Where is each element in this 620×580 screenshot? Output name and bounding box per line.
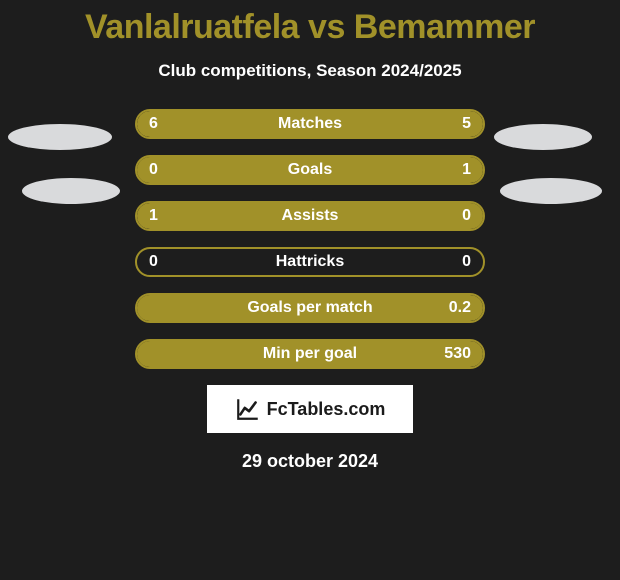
stat-row: 65Matches (135, 109, 485, 139)
subtitle: Club competitions, Season 2024/2025 (0, 61, 620, 81)
logo-text: FcTables.com (267, 399, 386, 420)
stat-label: Hattricks (135, 247, 485, 277)
stat-label: Min per goal (135, 339, 485, 369)
stat-label: Assists (135, 201, 485, 231)
player-ellipse-left-1 (8, 124, 112, 150)
stat-row: 01Goals (135, 155, 485, 185)
stat-label: Matches (135, 109, 485, 139)
date-text: 29 october 2024 (0, 451, 620, 472)
player-ellipse-right-2 (500, 178, 602, 204)
chart-icon (235, 396, 261, 422)
stat-label: Goals (135, 155, 485, 185)
player-ellipse-right-1 (494, 124, 592, 150)
stat-row: 0.2Goals per match (135, 293, 485, 323)
stat-row: 00Hattricks (135, 247, 485, 277)
comparison-infographic: Vanlalruatfela vs Bemammer Club competit… (0, 0, 620, 580)
stat-label: Goals per match (135, 293, 485, 323)
stat-row: 530Min per goal (135, 339, 485, 369)
player-ellipse-left-2 (22, 178, 120, 204)
stat-row: 10Assists (135, 201, 485, 231)
fctables-logo: FcTables.com (207, 385, 413, 433)
page-title: Vanlalruatfela vs Bemammer (0, 0, 620, 47)
